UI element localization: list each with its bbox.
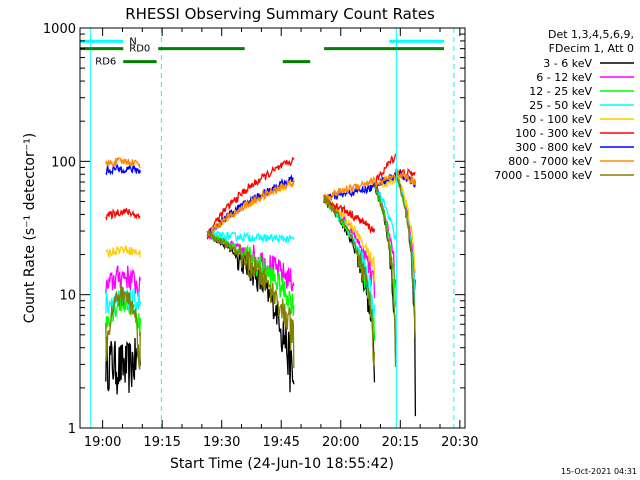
x-tick-label: 20:30: [441, 435, 478, 450]
legend-title-line: Det 1,3,4,5,6,9,: [548, 28, 634, 41]
series-line-7: [105, 156, 417, 237]
x-tick-label: 19:15: [143, 435, 180, 450]
axes: 1 10 100 1000 19:00 19:15 19:30 19:45 20:00 20:15…: [43, 22, 479, 450]
legend-entry-label: 3 - 6 keV: [543, 57, 592, 70]
y-axis-label: Count Rate (s⁻¹ detector⁻¹): [22, 133, 38, 323]
footer-timestamp: 15-Oct-2021 04:31: [561, 467, 637, 476]
x-tick-label: 20:00: [322, 435, 359, 450]
legend-entry-label: 25 - 50 keV: [529, 99, 592, 112]
chart-title: RHESSI Observing Summary Count Rates: [125, 5, 435, 23]
flag-label-rd0: RD0: [129, 44, 150, 55]
legend-entry-label: 7000 - 15000 keV: [494, 169, 592, 182]
series-line-6: [105, 163, 417, 237]
legend-title-line: FDecim 1, Att 0: [549, 42, 634, 55]
plot-frame: [79, 27, 466, 429]
series-line-5: [105, 153, 416, 240]
flag-label-rd6: RD6: [95, 57, 116, 68]
legend-entry-label: 50 - 100 keV: [522, 113, 592, 126]
legend-entry-label: 300 - 800 keV: [515, 141, 592, 154]
series-line-8: [105, 171, 417, 370]
flag-label-n: N: [129, 36, 136, 47]
x-tick-label: 19:45: [262, 435, 299, 450]
x-tick-label: 20:15: [382, 435, 419, 450]
y-tick-label: 1: [68, 422, 76, 437]
legend-entry-label: 6 - 12 keV: [536, 71, 592, 84]
y-tick-label: 100: [51, 155, 76, 170]
legend: Det 1,3,4,5,6,9,FDecim 1, Att 0 3 - 6 keV…: [494, 28, 634, 182]
x-tick-label: 19:30: [203, 435, 240, 450]
x-tick-label: 19:00: [84, 435, 121, 450]
legend-entry-label: 100 - 300 keV: [515, 127, 592, 140]
legend-entry-label: 12 - 25 keV: [529, 85, 592, 98]
legend-entry-label: 800 - 7000 keV: [508, 155, 592, 168]
x-axis-label: Start Time (24-Jun-10 18:55:42): [170, 456, 394, 472]
y-tick-label: 1000: [43, 22, 76, 37]
y-tick-label: 10: [59, 289, 76, 304]
